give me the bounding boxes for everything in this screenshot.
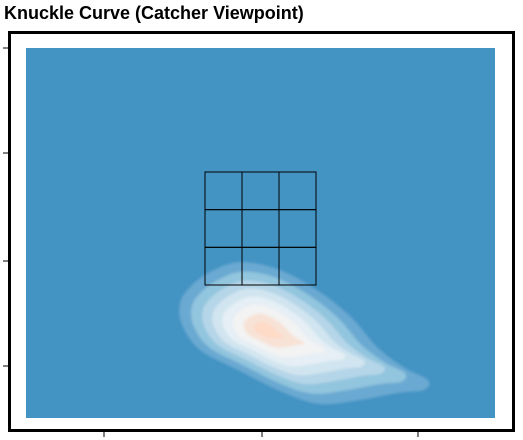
- strike-zone: [204, 171, 317, 286]
- chart-title: Knuckle Curve (Catcher Viewpoint): [4, 3, 304, 23]
- strike-zone-cell: [278, 246, 317, 286]
- density-level-8: [253, 321, 284, 339]
- axis-ticks: [3, 47, 419, 437]
- density-contours: [179, 261, 430, 405]
